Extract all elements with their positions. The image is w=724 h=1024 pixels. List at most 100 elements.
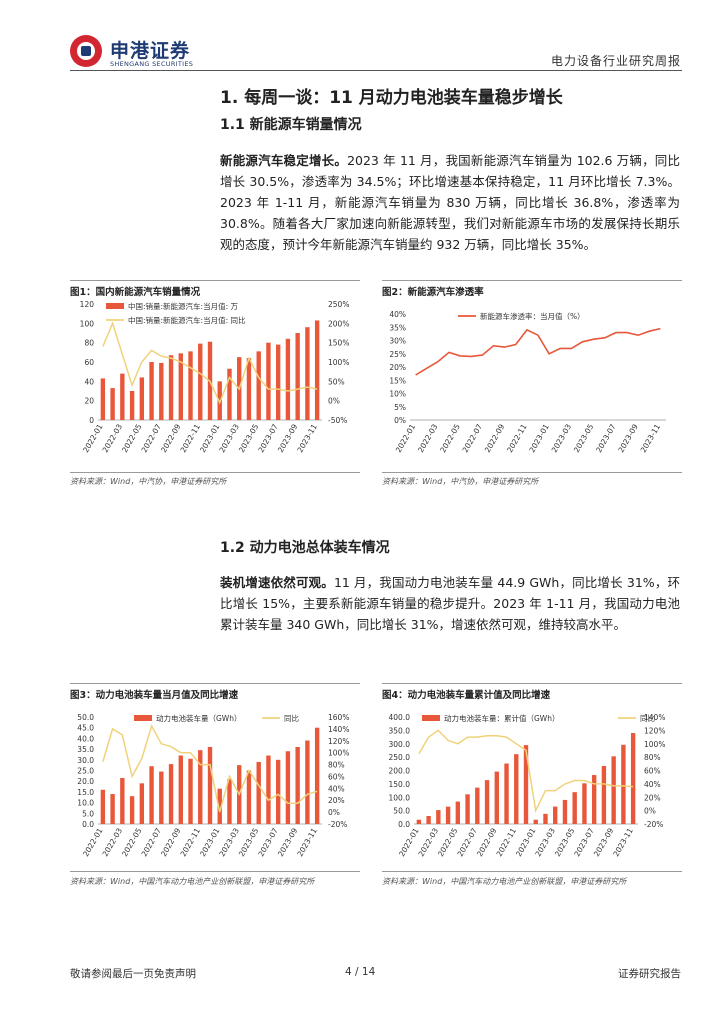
y-left-tick-label: 0% [394, 416, 406, 425]
series-line [102, 321, 318, 405]
fig2-chart: 0%5%10%15%20%25%30%35%40%2022-012022-032… [389, 310, 666, 454]
y-right-tick-label: 0% [328, 808, 340, 817]
bar-mark [553, 806, 558, 824]
y-left-tick-label: 300.0 [389, 740, 411, 749]
bar-mark [416, 819, 422, 824]
legend-swatch [106, 303, 124, 309]
y-right-tick-label: 150% [328, 339, 349, 348]
bar-mark [168, 764, 174, 824]
y-left-tick-label: 0.0 [398, 820, 410, 829]
bar-mark [601, 765, 607, 824]
y-left-tick-label: 50.0 [77, 713, 94, 722]
y-right-tick-label: 50% [328, 377, 345, 386]
y-right-tick-label: -20% [328, 820, 347, 829]
y-left-tick-label: 120 [80, 300, 95, 309]
y-left-tick-label: 20.0 [77, 777, 94, 786]
bar-mark [246, 770, 252, 824]
fig1-title: 图1：国内新能源汽车销量情况 [70, 287, 201, 298]
paragraph-body: 11 月，我国动力电池装车量 44.9 GWh，同比增长 31%，环比增长 15… [220, 575, 680, 632]
y-right-tick-label: 120% [644, 726, 665, 735]
bar-mark [295, 746, 300, 824]
bar-mark [129, 391, 135, 420]
bar-mark [465, 794, 470, 824]
y-left-tick-label: 10.0 [77, 799, 94, 808]
fig1-source: 资料来源：Wind，中汽协，申港证券研究所 [70, 477, 227, 486]
bar-mark [198, 343, 203, 420]
y-left-tick-label: 20 [84, 397, 94, 406]
bar-mark [455, 801, 461, 824]
y-left-tick-label: 100.0 [389, 793, 411, 802]
y-right-tick-label: -50% [328, 416, 347, 425]
page-number: 4 / 14 [345, 966, 376, 978]
bar-mark [445, 806, 451, 824]
y-left-tick-label: 50.0 [393, 807, 410, 816]
bar-mark [285, 338, 291, 420]
bar-mark [110, 794, 115, 824]
y-left-tick-label: 15.0 [77, 788, 94, 797]
y-left-tick-label: 20% [389, 363, 406, 372]
company-name-cn: 申港证券 [110, 40, 191, 62]
fig1-top-rule [70, 280, 360, 281]
y-left-tick-label: 80 [84, 339, 94, 348]
y-right-tick-label: 100% [328, 358, 349, 367]
bar-mark [129, 796, 135, 824]
legend-label: 同比 [640, 713, 655, 723]
bar-mark [543, 813, 548, 824]
fig3-title: 图3：动力电池装车量当月值及同比增速 [70, 690, 239, 701]
company-logo: 申港证券 SHENGANG SECURITIES [70, 33, 230, 73]
fig1-bottom-rule [70, 472, 360, 473]
subsection-title-2: 1.2 动力电池总体装车情况 [220, 540, 390, 556]
legend-label: 动力电池装车量（GWh） [156, 713, 241, 723]
bar-mark [305, 740, 310, 824]
x-tick-label: 2022-07 [461, 422, 485, 454]
y-right-tick-label: 60% [328, 772, 345, 781]
legend-swatch [422, 715, 440, 721]
bar-mark [139, 377, 145, 420]
footer-disclaimer: 敬请参阅最后一页免责声明 [70, 968, 196, 980]
y-left-tick-label: 0 [89, 416, 94, 425]
y-left-tick-label: 40.0 [77, 734, 94, 743]
y-left-tick-label: 30% [389, 337, 406, 346]
bar-mark [188, 351, 193, 420]
company-name-en: SHENGANG SECURITIES [110, 60, 194, 68]
x-tick-label: 2022-01 [394, 422, 418, 454]
y-left-tick-label: 60 [84, 358, 94, 367]
series-line [102, 723, 318, 813]
y-left-tick-label: 35% [389, 323, 406, 332]
bar-mark [149, 766, 154, 824]
y-right-tick-label: 60% [644, 767, 661, 776]
y-left-tick-label: 25.0 [77, 767, 94, 776]
y-left-tick-label: 35.0 [77, 745, 94, 754]
x-tick-label: 2023-11 [639, 422, 663, 454]
y-right-tick-label: 20% [644, 793, 661, 802]
logo-emblem-icon [70, 35, 102, 67]
bar-mark [514, 754, 519, 824]
bar-mark [168, 355, 174, 420]
bar-mark [188, 758, 193, 824]
bar-mark [120, 373, 125, 420]
bar-mark [227, 779, 232, 824]
bar-mark [207, 746, 213, 824]
y-left-tick-label: 30.0 [77, 756, 94, 765]
y-right-tick-label: 0% [328, 397, 340, 406]
bar-mark [484, 780, 490, 824]
bar-mark [100, 378, 106, 420]
bar-mark [149, 362, 154, 420]
y-right-tick-label: 140% [644, 713, 665, 722]
fig4-source: 资料来源：Wind，中国汽车动力电池产业创新联盟，申港证券研究所 [382, 877, 627, 886]
y-right-tick-label: 140% [328, 725, 349, 734]
legend-swatch [134, 715, 152, 721]
series-line [418, 729, 634, 814]
bar-mark [562, 799, 568, 824]
bar-mark [582, 783, 587, 824]
y-left-tick-label: 10% [389, 390, 406, 399]
report-type: 电力设备行业研究周报 [550, 54, 681, 68]
y-left-tick-label: 5% [394, 403, 406, 412]
bar-mark [436, 810, 441, 824]
bar-mark [275, 344, 281, 420]
bar-mark [266, 755, 271, 824]
series-line [415, 327, 661, 376]
x-tick-label: 2022-11 [505, 422, 529, 454]
bar-mark [630, 733, 636, 824]
bar-mark [159, 362, 164, 420]
